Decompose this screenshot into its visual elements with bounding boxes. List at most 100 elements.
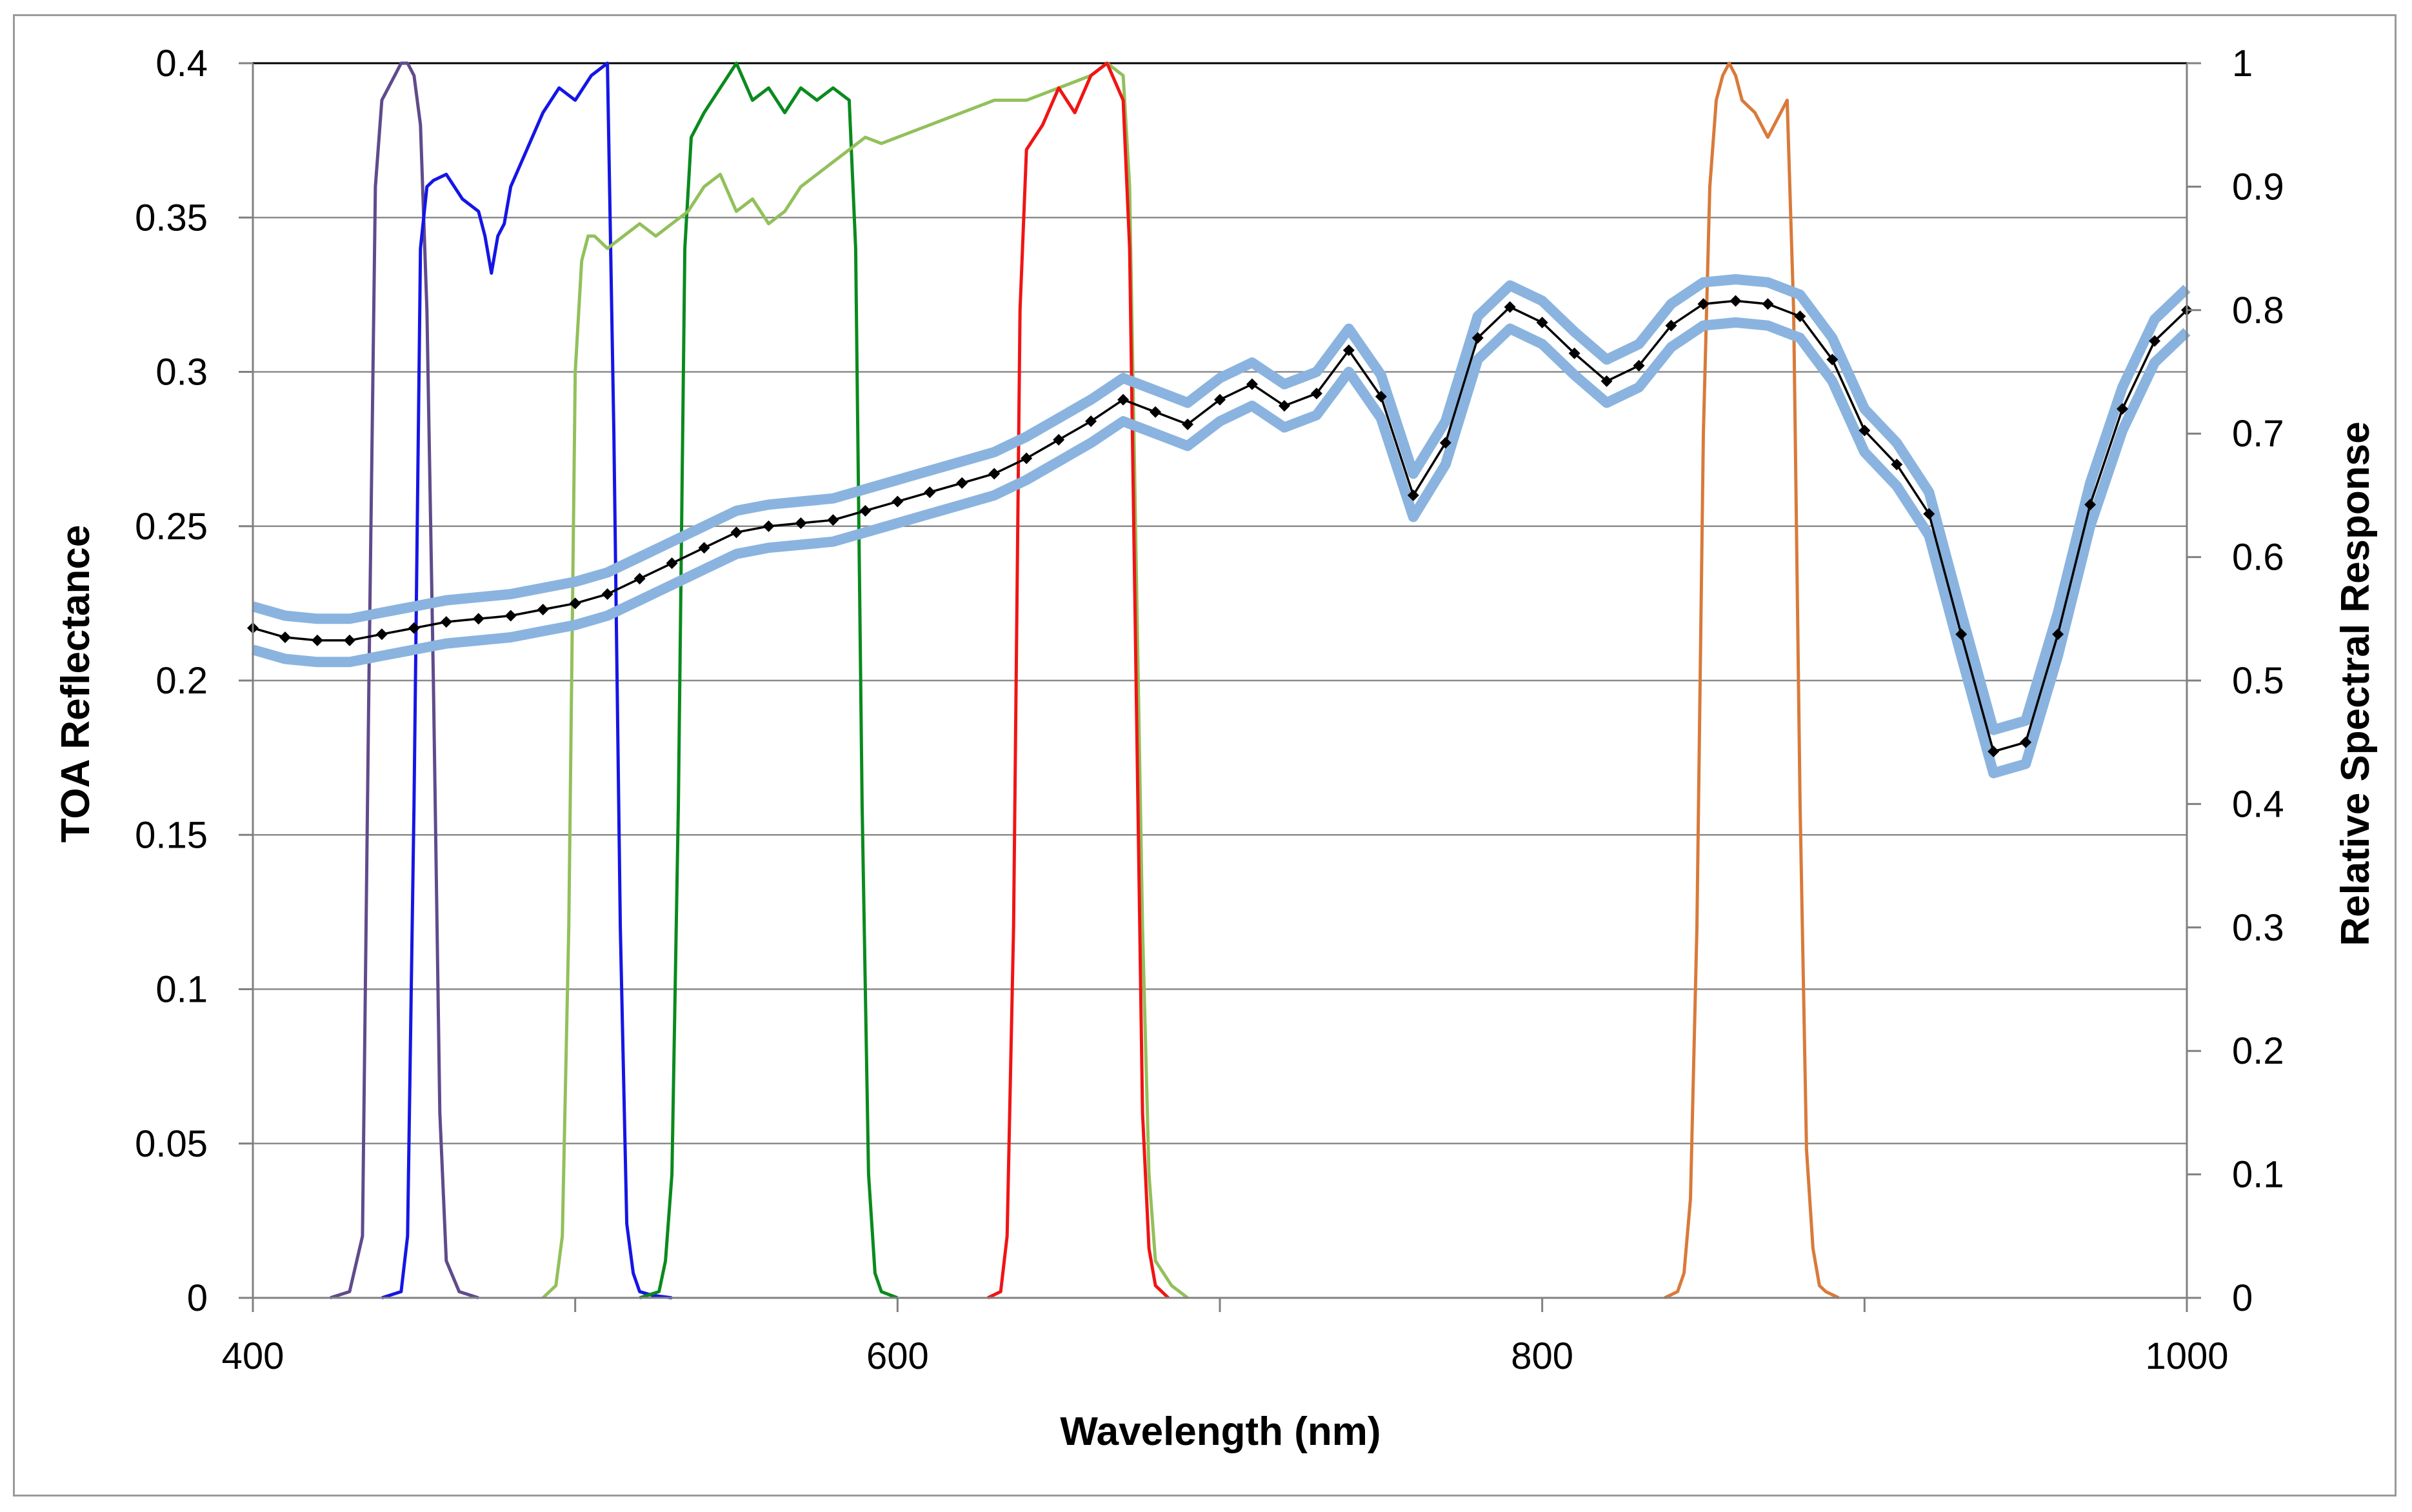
y-tick-label: 0.15 [135,814,208,856]
reflectance-point [1568,347,1580,359]
response-curve-pan-band [541,61,1189,1299]
reflectance-point [2149,335,2161,347]
reflectance-point [827,514,839,526]
reflectance-point [892,495,904,508]
y-tick-label: 0.05 [135,1123,208,1165]
y-tick-label: 0.1 [155,969,208,1011]
y-tick-label: 0.35 [135,197,208,239]
reflectance-point [1246,378,1258,390]
y2-tick-label: 0.6 [2232,537,2284,579]
reflectance-point [504,610,517,622]
reflectance-series [247,274,2193,779]
response-curve-violet-band [330,61,479,1300]
reflectance-point [762,520,775,532]
chart-frame [13,14,2397,1497]
reflectance-point [1504,301,1516,313]
y-tick-label: 0.3 [155,352,208,393]
y2-tick-label: 0.3 [2232,907,2284,949]
reflectance-point [1859,424,1871,437]
reflectance-point [601,588,613,601]
reflectance-point [1471,332,1484,344]
reflectance-point [1762,298,1774,310]
reflectance-point [440,616,452,628]
reflectance-point [311,634,323,646]
spectral-response-curves [330,61,1840,1300]
axes [239,62,2201,1312]
reflectance-point [698,542,710,554]
reflectance-point [633,573,646,585]
reflectance-point [666,557,678,570]
y2-tick-label: 0.1 [2232,1154,2284,1196]
reflectance-point [1310,387,1322,399]
y-tick-label: 0.25 [135,506,208,548]
reflectance-point [1729,295,1742,307]
y2-axis-title: Relative Spectral Response [2333,421,2378,946]
reflectance-point [1955,628,1968,641]
reflectance-point [1923,508,1935,520]
y2-tick-label: 1 [2232,43,2253,85]
reflectance-point [1826,353,1839,366]
tick-labels: 0 0.05 0.1 0.15 0.2 0.25 0.3 0.35 0.4 0 0.1 0.2 0.3 0… [135,43,2284,1377]
reflectance-point [2084,499,2097,511]
reflectance-point [1021,452,1033,464]
y-axis-title: TOA Reflectance [54,525,98,843]
reflectance-point [1182,418,1194,430]
reflectance-point [279,632,291,644]
reflectance-point [1117,393,1130,406]
reflectance-point [1085,415,1097,428]
response-curve-NIR-band [1664,61,1840,1300]
y-tick-label: 0 [187,1277,208,1319]
y2-tick-label: 0 [2232,1277,2253,1319]
reflectance-point [343,634,355,646]
reflectance-point [408,622,420,634]
reflectance-point [1794,310,1806,323]
reflectance-point [1375,390,1387,403]
reflectance-point [1697,298,1709,310]
reflectance-point [1536,316,1548,328]
reflectance-point [1633,359,1645,372]
reflectance-point [730,526,743,539]
reflectance-lower-bound [251,317,2191,779]
x-tick-label: 1000 [2145,1335,2228,1377]
reflectance-point [1665,319,1677,332]
x-tick-label: 800 [1511,1335,1573,1377]
reflectance-point [472,613,484,625]
y-tick-label: 0.2 [155,660,208,702]
reflectance-point [1150,406,1162,418]
y2-tick-label: 0.8 [2232,290,2284,332]
reflectance-point [1214,393,1226,406]
reflectance-point [2052,628,2064,641]
y2-tick-label: 0.5 [2232,660,2284,702]
reflectance-point [795,517,807,529]
gridlines [253,62,2187,1144]
reflectance-point [956,477,968,489]
reflectance-point [2117,403,2129,415]
reflectance-point [1407,489,1419,501]
reflectance-point [537,603,549,615]
response-curve-blue-band [381,61,672,1300]
reflectance-point [1439,437,1451,449]
y2-tick-label: 0.4 [2232,783,2284,825]
reflectance-point [569,597,581,610]
reflectance-point [1891,459,1903,471]
y-tick-label: 0.4 [155,43,208,85]
y2-tick-label: 0.9 [2232,166,2284,208]
reflectance-point [859,504,872,517]
reflectance-point [2020,736,2032,748]
x-tick-label: 600 [866,1335,929,1377]
reflectance-point [1053,433,1065,446]
reflectance-point [1342,344,1355,357]
reflectance-point [1988,746,2000,758]
response-curve-red-band [987,61,1170,1300]
reflectance-point [1278,400,1290,412]
x-axis-title: Wavelength (nm) [1060,1409,1380,1454]
y2-tick-label: 0.2 [2232,1030,2284,1072]
reflectance-point [988,468,1001,480]
reflectance-point [924,486,936,499]
x-tick-label: 400 [222,1335,284,1377]
reflectance-point [1600,375,1613,387]
reflectance-point [375,628,388,641]
response-curve-green-band [639,61,899,1300]
y2-tick-label: 0.7 [2232,413,2284,455]
